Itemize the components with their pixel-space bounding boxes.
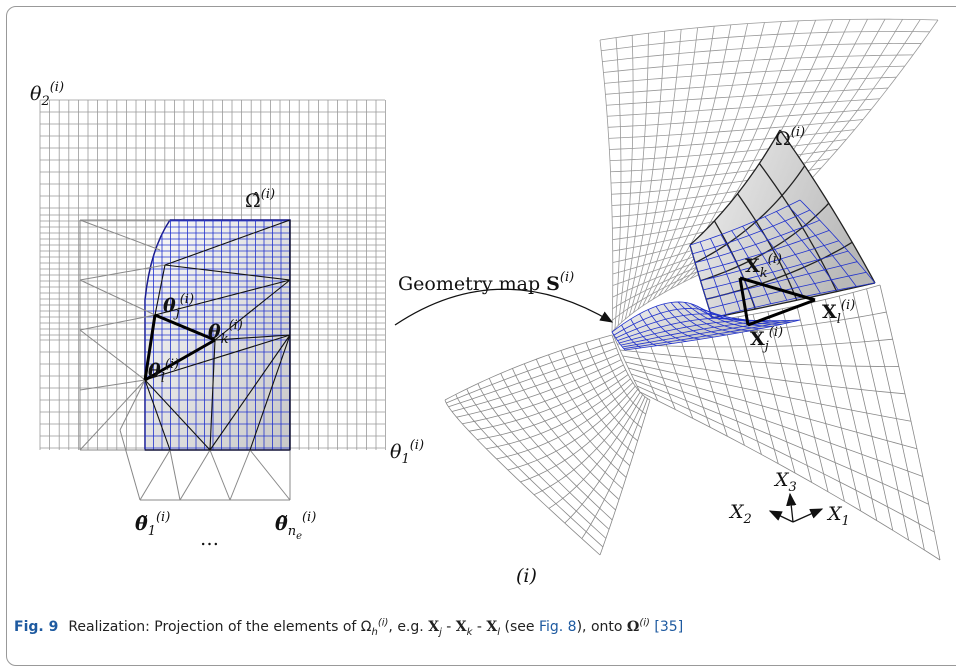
label-part: (i) <box>180 292 194 307</box>
caption-part: X <box>428 619 439 635</box>
label-part: θ <box>390 441 402 463</box>
caption-part: X <box>456 619 467 635</box>
mesh-line <box>180 450 210 500</box>
label-part: 1 <box>148 524 156 539</box>
label-part: (i) <box>261 187 275 202</box>
label-part: l <box>161 371 165 386</box>
label-part: k <box>760 266 768 281</box>
label-part: … <box>200 528 219 550</box>
figure: θ2(i)Ω̂(i)θj(i)θk(i)θl(i)θ1(i)θ̃1(i)…θ̃n… <box>0 0 956 610</box>
math-label: θ̃1(i) <box>135 510 170 539</box>
label-part: e <box>296 531 302 542</box>
mesh-line <box>210 450 230 500</box>
math-label: Geometry map S(i) <box>398 270 574 295</box>
label-part: (i) <box>410 438 424 453</box>
axes-triad <box>770 494 822 522</box>
caption-part: h <box>371 626 377 637</box>
label-part: 3 <box>789 480 797 495</box>
label-part: X <box>750 328 765 350</box>
caption: Fig. 9 Realization: Projection of the ele… <box>14 617 683 637</box>
label-part: (i) <box>769 325 783 340</box>
label-part: X <box>826 503 843 525</box>
label-part: X <box>745 255 760 277</box>
surface-patch <box>445 335 650 555</box>
mesh-line <box>120 430 140 500</box>
label-part: (i) <box>791 125 805 140</box>
label-part: θ̃ <box>135 513 148 535</box>
mesh-line <box>80 220 160 250</box>
label-part: θ <box>30 83 42 105</box>
label-part: θ <box>148 360 161 382</box>
label-part: (i) <box>302 510 316 525</box>
caption-part: Ω <box>361 619 372 635</box>
label-part: (i) <box>560 270 574 285</box>
caption-part: ), onto <box>577 619 627 635</box>
label-part: X <box>728 501 745 523</box>
mesh-line <box>80 330 145 380</box>
caption-text: Realization: Projection of the elements … <box>68 619 683 635</box>
caption-part: (see <box>500 619 539 635</box>
caption-part: (i) <box>639 617 650 628</box>
label-part: (i) <box>165 357 179 372</box>
label-part: 1 <box>842 514 850 529</box>
label-part: n <box>288 524 296 539</box>
label-part: Ω <box>775 128 791 150</box>
label-part: (i) <box>768 252 782 267</box>
page: θ2(i)Ω̂(i)θj(i)θk(i)θl(i)θ1(i)θ̃1(i)…θ̃n… <box>0 0 956 658</box>
mesh-line <box>230 450 250 500</box>
label-part: k <box>221 332 229 347</box>
figure-label: Fig. 9 <box>14 619 58 635</box>
math-label: (i) <box>516 565 537 587</box>
math-label: … <box>200 528 219 550</box>
mesh-line <box>250 450 290 500</box>
label-part: (i) <box>841 298 855 313</box>
label-part: 1 <box>401 452 409 467</box>
label-part: Ω̂ <box>245 190 261 212</box>
label-part: (i) <box>516 565 537 587</box>
caption-part: , e.g. <box>388 619 428 635</box>
label-part: θ <box>208 321 221 343</box>
mesh-line <box>80 380 145 450</box>
caption-part: - <box>442 619 456 635</box>
label-part: l <box>837 312 841 327</box>
caption-part: (i) <box>378 617 389 628</box>
mesh-line <box>140 450 170 500</box>
label-part: (i) <box>50 80 64 95</box>
caption-part: X <box>486 619 497 635</box>
math-label: θ̃ne(i) <box>275 510 316 542</box>
label-part: 2 <box>743 512 752 527</box>
caption-link[interactable]: [35] <box>654 619 683 635</box>
mesh-line <box>120 380 145 430</box>
math-label: θ1(i) <box>390 438 424 467</box>
mesh-line <box>80 280 155 315</box>
math-label: X3 <box>773 469 797 495</box>
mesh-line <box>80 380 145 390</box>
math-label: X2 <box>728 501 752 527</box>
math-label: X1 <box>826 503 850 529</box>
caption-part: - <box>472 619 486 635</box>
caption-link[interactable]: Fig. 8 <box>539 619 577 635</box>
label-part: (i) <box>156 510 170 525</box>
label-part: (i) <box>229 318 243 333</box>
label-part: X <box>822 301 837 323</box>
caption-part: Realization: Projection of the elements … <box>68 619 360 635</box>
label-part: X <box>773 469 790 491</box>
mesh-line <box>170 450 180 500</box>
label-part: θ̃ <box>275 513 288 535</box>
caption-part: Ω <box>627 619 639 635</box>
label-part: 2 <box>40 94 49 109</box>
label-part: S <box>546 273 560 295</box>
label-part: θ <box>163 295 176 317</box>
label-part: Geometry map <box>398 273 546 295</box>
